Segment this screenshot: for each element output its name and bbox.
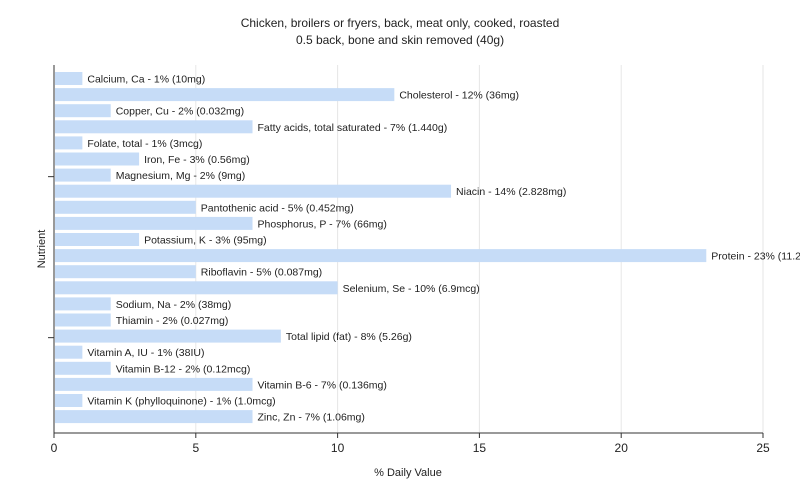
bar-label: Selenium, Se - 10% (6.9mcg): [343, 283, 480, 295]
bar: [55, 152, 140, 166]
bar: [55, 233, 140, 246]
bar-label: Vitamin B-6 - 7% (0.136mg): [258, 379, 387, 391]
bar-label: Calcium, Ca - 1% (10mg): [87, 74, 205, 86]
x-ticks: 0 5 10 15 20 25: [51, 433, 770, 455]
bar: [55, 184, 452, 198]
bar-label: Phosphorus, P - 7% (66mg): [258, 218, 387, 230]
bar-label: Magnesium, Mg - 2% (9mg): [116, 170, 246, 182]
x-tick-label: 10: [331, 441, 345, 455]
bar-label: Copper, Cu - 2% (0.032mg): [116, 106, 244, 118]
bar-label: Total lipid (fat) - 8% (5.26g): [286, 331, 412, 343]
x-tick-label: 15: [473, 441, 487, 455]
bar: [55, 281, 338, 295]
bar-label: Zinc, Zn - 7% (1.06mg): [258, 412, 365, 424]
bar-label: Cholesterol - 12% (36mg): [399, 90, 519, 102]
chart-subtitle: 0.5 back, bone and skin removed (40g): [295, 33, 505, 47]
bar: [55, 72, 83, 85]
bar: [55, 216, 253, 230]
bar: [55, 249, 707, 263]
bar-label: Protein - 23% (11.28g): [711, 251, 800, 263]
axes: [48, 65, 763, 434]
bar: [55, 313, 111, 327]
chart-title: Chicken, broilers or fryers, back, meat …: [240, 16, 560, 30]
bar-label: Sodium, Na - 2% (38mg): [116, 299, 232, 311]
x-axis-label: % Daily Value: [374, 467, 442, 479]
bar: [55, 136, 83, 150]
bar-label: Potassium, K - 3% (95mg): [144, 235, 267, 247]
bar: [55, 329, 281, 343]
bar-label: Iron, Fe - 3% (0.56mg): [144, 154, 250, 166]
chart-title-block: Chicken, broilers or fryers, back, meat …: [0, 15, 800, 49]
bar: [55, 377, 253, 391]
bar: [55, 394, 83, 407]
bar-label: Riboflavin - 5% (0.087mg): [201, 267, 322, 279]
bar: [55, 297, 111, 311]
x-tick-label: 5: [192, 441, 199, 455]
bar: [55, 345, 83, 359]
bar-label: Vitamin B-12 - 2% (0.12mcg): [116, 363, 251, 375]
grid-lines: [195, 65, 764, 433]
bar-label: Thiamin - 2% (0.027mg): [116, 315, 229, 327]
bar-label: Niacin - 14% (2.828mg): [456, 186, 566, 198]
bar-label: Vitamin A, IU - 1% (38IU): [87, 347, 204, 359]
bar: [55, 361, 111, 375]
bar-label: Vitamin K (phylloquinone) - 1% (1.0mcg): [87, 396, 275, 408]
x-tick-label: 20: [615, 441, 629, 455]
y-axis-label: Nutrient: [36, 230, 48, 269]
bar: [55, 168, 111, 182]
bar: [55, 200, 196, 214]
bar-label: Fatty acids, total saturated - 7% (1.440…: [258, 122, 448, 134]
bar: [55, 104, 111, 118]
bar: [55, 410, 253, 424]
bar-label: Folate, total - 1% (3mcg): [87, 138, 202, 150]
x-tick-label: 25: [756, 441, 770, 455]
bar: [55, 88, 395, 102]
bar: [55, 120, 253, 134]
bar: [55, 265, 196, 279]
bars: Calcium, Ca - 1% (10mg) Cholesterol - 12%…: [55, 72, 800, 424]
x-tick-label: 0: [51, 441, 58, 455]
bar-label: Pantothenic acid - 5% (0.452mg): [201, 202, 354, 214]
